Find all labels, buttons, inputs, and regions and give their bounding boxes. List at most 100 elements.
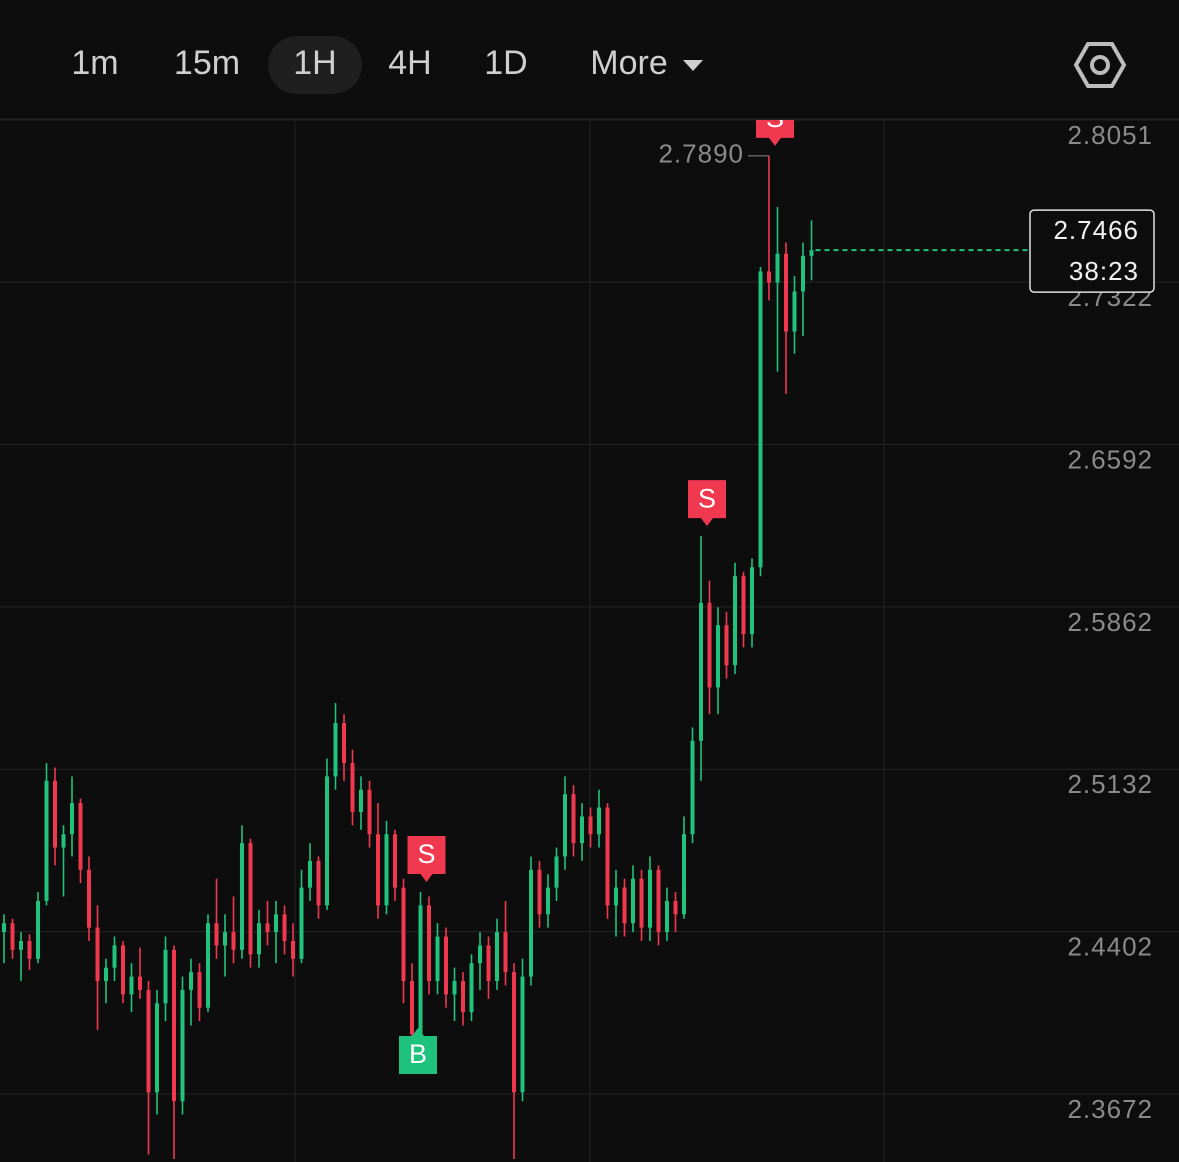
candle-body — [282, 914, 287, 941]
candle-body — [418, 905, 423, 1035]
candle-body — [197, 972, 202, 1008]
candle-body — [571, 794, 576, 844]
candle-body — [512, 972, 516, 1093]
candle-body — [214, 923, 219, 946]
candle-body — [724, 625, 729, 666]
candle-body — [180, 989, 185, 1102]
candle-body — [2, 923, 6, 933]
high-label: 2.7890 — [658, 139, 744, 169]
y-tick-label: 2.3672 — [1067, 1094, 1153, 1124]
candle-body — [529, 869, 533, 977]
interval-tab[interactable]: 4H — [388, 44, 431, 82]
candle-body — [486, 945, 491, 982]
candle-body — [716, 625, 720, 688]
candle-body — [546, 887, 550, 915]
candle-body — [495, 932, 499, 982]
candle-body — [597, 807, 601, 835]
interval-tab[interactable]: 1D — [484, 44, 527, 82]
candle-body — [699, 602, 703, 741]
candle-body — [656, 869, 661, 933]
candle-body — [10, 923, 15, 950]
candle-body — [631, 878, 635, 924]
sell-label: S — [766, 103, 784, 133]
candle-body — [274, 914, 278, 933]
candle-body — [325, 776, 329, 906]
candle-body — [503, 932, 508, 973]
candle-body — [605, 807, 610, 906]
selected-tab-bg — [268, 36, 362, 94]
candle-body — [427, 905, 431, 982]
candle-body — [240, 843, 244, 950]
y-tick-label: 2.5132 — [1067, 769, 1153, 799]
candle-body — [299, 887, 304, 959]
candle-body — [469, 963, 474, 1013]
more-button[interactable]: More — [590, 44, 667, 82]
candle-body — [682, 834, 686, 915]
candle-body — [733, 576, 737, 666]
candle-body — [775, 253, 780, 283]
candle-body — [223, 932, 227, 946]
candle-body — [248, 843, 253, 955]
candle-body — [452, 981, 457, 995]
candle-body — [316, 860, 321, 906]
candle-body — [401, 887, 406, 982]
buy-badge — [399, 1027, 437, 1074]
candle-body — [461, 981, 465, 1013]
candle-body — [112, 945, 117, 968]
candle-body — [163, 949, 168, 1004]
candle-body — [639, 878, 644, 928]
candle-body — [265, 923, 270, 933]
candle-body — [104, 967, 108, 982]
candle-body — [435, 936, 440, 982]
settings-icon[interactable] — [1073, 42, 1127, 88]
interval-tab[interactable]: 1m — [71, 44, 118, 82]
interval-tab[interactable]: 15m — [174, 44, 240, 82]
candle-body — [809, 250, 814, 256]
sell-badge — [688, 480, 726, 527]
candle-body — [707, 602, 712, 688]
candle-body — [129, 976, 134, 995]
candle-body — [767, 271, 771, 283]
buy-label: B — [409, 1039, 427, 1069]
candle-body — [758, 271, 763, 568]
interval-tab[interactable]: 1H — [293, 44, 336, 82]
candle-body — [61, 834, 66, 848]
candle-body — [44, 780, 49, 901]
candle-body — [257, 923, 261, 955]
more-caret[interactable] — [683, 60, 703, 71]
sell-label: S — [417, 839, 435, 869]
candle-body — [206, 923, 210, 1008]
sell-badge — [756, 120, 794, 146]
candle-body — [155, 1003, 159, 1093]
candle-body — [792, 291, 797, 332]
candle-body — [121, 945, 125, 995]
candle-body — [95, 927, 100, 982]
candle-body — [580, 816, 584, 844]
candle-body — [554, 856, 559, 888]
candle-body — [750, 567, 754, 635]
toolbar: 1m 15m 1H 4H 1D — [71, 36, 528, 94]
candle-body — [189, 972, 193, 990]
candle-body — [784, 253, 788, 332]
candle-body — [78, 803, 83, 870]
candle-body — [367, 789, 372, 835]
y-tick-label: 2.4402 — [1067, 932, 1153, 962]
candle-body — [359, 789, 363, 812]
candle-body — [563, 794, 567, 857]
candle-body — [350, 763, 355, 812]
candle-body — [673, 900, 678, 915]
candle-body — [801, 255, 805, 292]
candle-body — [520, 976, 525, 1093]
candle-body — [648, 869, 652, 928]
y-tick-label: 2.5862 — [1067, 607, 1153, 637]
candle-body — [333, 723, 338, 777]
candle-body — [478, 945, 482, 964]
candle-body — [308, 860, 312, 888]
sell-label: S — [698, 483, 716, 513]
countdown-label: 38:23 — [1069, 256, 1139, 286]
candle-body — [87, 869, 91, 928]
candle-body — [622, 887, 627, 924]
candle-body — [384, 834, 389, 906]
